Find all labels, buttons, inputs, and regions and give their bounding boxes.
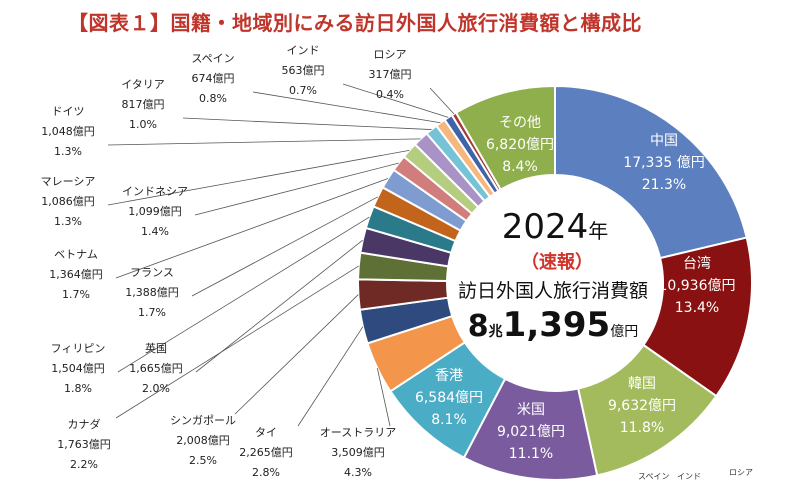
slice-label-pct-13: 1.4% <box>141 225 169 238</box>
leader-line-16 <box>182 117 432 130</box>
slice-label-name-15: ドイツ <box>52 105 85 118</box>
slice-label-name-4: 香港 <box>435 368 463 384</box>
slice-label-pct-8: 2.2% <box>70 458 98 471</box>
donut-slice-0 <box>554 84 748 260</box>
slice-labels: 中国 17,335 億円 21.3% 台湾 10,936億円 13.4% 韓国 9,632億円… <box>41 44 736 479</box>
slice-label-name-10: フィリピン <box>51 342 106 355</box>
slice-label-name-1: 台湾 <box>683 255 711 272</box>
slice-label-name-20: その他 <box>499 115 541 131</box>
center-caption: 訪日外国人旅行消費額 <box>458 280 648 302</box>
slice-label-value-19: 317億円 <box>369 68 412 81</box>
slice-label-value-5: 3,509億円 <box>331 446 385 459</box>
footer-label-india: インド <box>677 472 701 481</box>
leader-line-7 <box>234 294 359 415</box>
slice-label-name-9: 英国 <box>145 341 167 355</box>
slice-label-value-10: 1,504億円 <box>51 362 105 375</box>
slice-label-name-12: ベトナム <box>54 248 98 261</box>
slice-label-name-7: シンガポール <box>170 414 236 427</box>
slice-label-name-2: 韓国 <box>628 376 656 392</box>
slice-label-value-20: 6,820億円 <box>486 137 554 153</box>
slice-label-name-17: スペイン <box>191 52 234 65</box>
slice-label-value-6: 2,265億円 <box>239 446 293 459</box>
slice-label-value-16: 817億円 <box>122 98 165 111</box>
leader-line-13 <box>194 162 399 216</box>
slice-label-name-6: タイ <box>255 426 277 439</box>
slice-label-name-18: インド <box>287 44 320 57</box>
slice-label-value-14: 1,086億円 <box>41 195 95 208</box>
leader-line-14 <box>107 149 410 206</box>
leader-line-8 <box>115 265 359 419</box>
slice-label-value-1: 10,936億円 <box>659 278 736 294</box>
leader-line-19 <box>429 87 455 115</box>
slice-label-name-11: フランス <box>130 266 174 279</box>
slice-label-pct-18: 0.7% <box>289 84 317 97</box>
center-year: 2024年 <box>502 207 609 247</box>
slice-label-name-16: イタリア <box>121 78 165 91</box>
slice-label-value-12: 1,364億円 <box>49 268 103 281</box>
slice-label-name-8: カナダ <box>68 417 101 431</box>
slice-label-pct-2: 11.8% <box>620 420 664 436</box>
center-label: 2024年 （速報） 訪日外国人旅行消費額 8兆1,395億円 <box>458 207 648 345</box>
donut-slice-20 <box>454 84 556 191</box>
slice-label-pct-19: 0.4% <box>376 88 404 101</box>
slice-label-pct-4: 8.1% <box>431 412 467 428</box>
slice-label-name-13: インドネシア <box>122 185 188 198</box>
slice-label-pct-7: 2.5% <box>189 454 217 467</box>
slice-label-pct-20: 8.4% <box>502 159 538 175</box>
slice-label-pct-9: 2.0% <box>142 382 170 395</box>
slice-label-value-4: 6,584億円 <box>415 390 483 406</box>
slice-label-value-0: 17,335 億円 <box>623 155 704 171</box>
slice-label-name-14: マレーシア <box>41 175 96 188</box>
slice-label-pct-15: 1.3% <box>54 145 82 158</box>
slice-label-name-5: オーストラリア <box>320 426 396 439</box>
slice-label-pct-6: 2.8% <box>252 466 280 479</box>
slice-label-value-3: 9,021億円 <box>497 424 565 440</box>
slice-label-pct-11: 1.7% <box>138 306 166 319</box>
leader-line-10 <box>117 216 370 373</box>
leader-line-5 <box>376 368 391 427</box>
leader-line-11 <box>191 196 379 297</box>
center-status: （速報） <box>521 251 593 273</box>
slice-label-pct-14: 1.3% <box>54 215 82 228</box>
slice-label-pct-3: 11.1% <box>509 446 553 462</box>
slice-label-name-0: 中国 <box>650 133 678 149</box>
slice-label-pct-0: 21.3% <box>642 177 686 193</box>
slice-label-pct-5: 4.3% <box>344 466 372 479</box>
footer-label-russia: ロシア <box>729 468 753 477</box>
leader-lines <box>107 83 455 427</box>
leader-line-15 <box>107 138 421 146</box>
slice-label-value-8: 1,763億円 <box>57 438 111 451</box>
leader-line-6 <box>297 326 364 427</box>
slice-label-value-13: 1,099億円 <box>128 205 182 218</box>
footer-labels: スペイン インド ロシア <box>638 468 753 481</box>
slice-label-value-17: 674億円 <box>192 72 235 85</box>
slice-label-value-9: 1,665億円 <box>129 362 183 375</box>
center-total: 8兆1,395億円 <box>468 305 638 345</box>
slice-label-value-2: 9,632億円 <box>608 398 676 414</box>
leader-line-18 <box>342 83 449 118</box>
slice-label-value-7: 2,008億円 <box>176 434 230 447</box>
leader-line-12 <box>115 178 389 279</box>
leader-line-17 <box>252 91 441 124</box>
slice-label-value-11: 1,388億円 <box>125 286 179 299</box>
slice-label-value-15: 1,048億円 <box>41 125 95 138</box>
slice-label-value-18: 563億円 <box>282 64 325 77</box>
leader-line-9 <box>195 239 363 373</box>
footer-label-spain: スペイン <box>638 472 669 481</box>
slice-label-pct-10: 1.8% <box>64 382 92 395</box>
chart-title: 【図表１】国籍・地域別にみる訪日外国人旅行消費額と構成比 <box>68 11 642 35</box>
slice-label-pct-17: 0.8% <box>199 92 227 105</box>
slice-label-name-3: 米国 <box>517 402 545 418</box>
slice-label-name-19: ロシア <box>374 48 407 61</box>
slice-label-pct-1: 13.4% <box>675 300 719 316</box>
donut-slices <box>357 84 753 481</box>
slice-label-pct-12: 1.7% <box>62 288 90 301</box>
slice-label-pct-16: 1.0% <box>129 118 157 131</box>
